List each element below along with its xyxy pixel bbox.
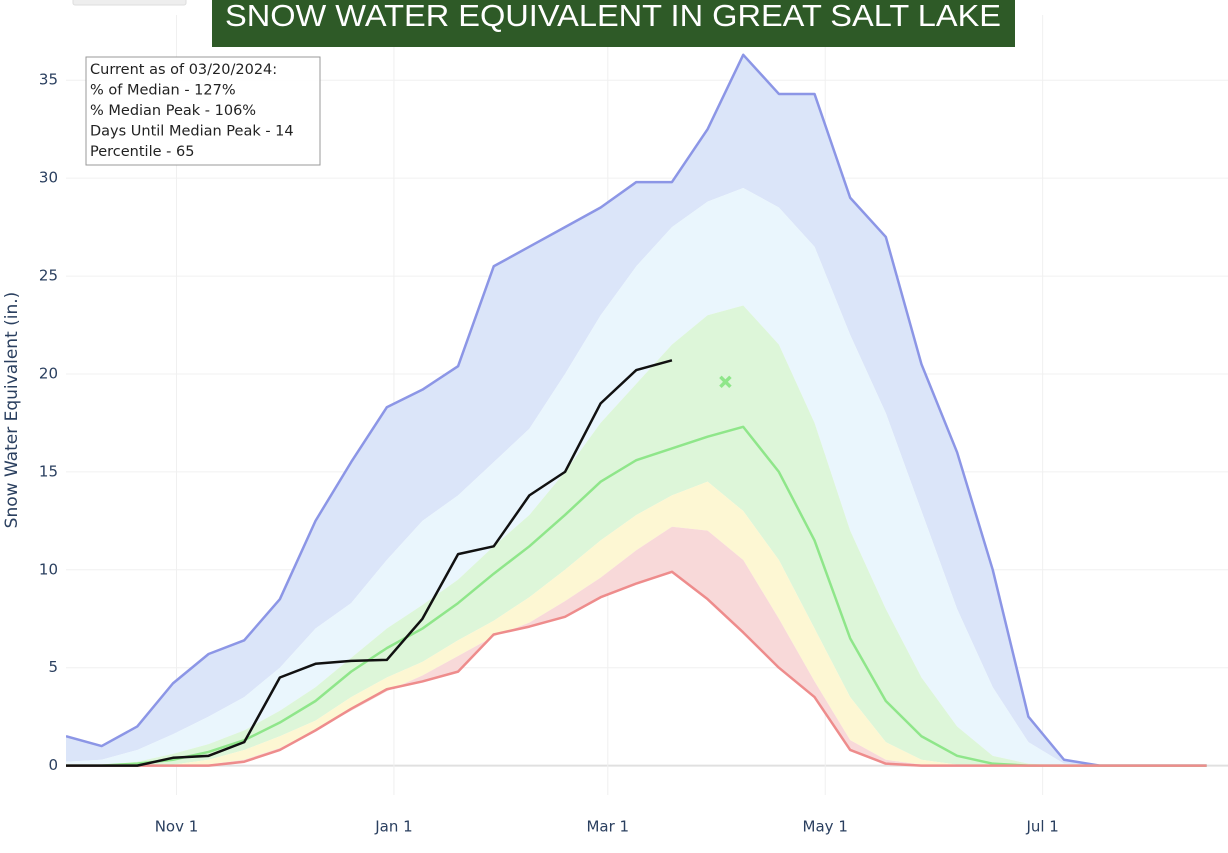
y-tick-label: 5 (48, 658, 58, 676)
x-tick-label: Jan 1 (374, 818, 412, 836)
annotation-line: Days Until Median Peak - 14 (90, 124, 294, 140)
y-tick-label: 35 (39, 71, 58, 89)
band-area (66, 481, 1207, 766)
plot-area (66, 53, 1207, 767)
series-line (66, 359, 673, 767)
series-line (66, 570, 1207, 767)
y-tick-label: 30 (39, 169, 58, 187)
annotation-line: Current as of 03/20/2024: (90, 62, 277, 78)
x-tick-label: May 1 (803, 818, 848, 836)
x-tick-label: Mar 1 (586, 818, 629, 836)
x-tick-label: Nov 1 (155, 818, 199, 836)
x-tick-label: Jul 1 (1025, 818, 1058, 836)
chart-title: SNOW WATER EQUIVALENT IN GREAT SALT LAKE (225, 0, 1001, 33)
band-area (66, 187, 1207, 766)
y-tick-label: 20 (39, 364, 58, 382)
annotation-box (85, 56, 321, 166)
y-tick-label: 15 (39, 462, 58, 480)
y-tick-label: 10 (39, 560, 58, 578)
title-banner (212, 0, 1015, 47)
axes: 0 5 10 15 20 25 30 35 Nov 1 Jan 1 Mar 1 May 1 Jul 1 (39, 71, 1059, 836)
annotation-line: % Median Peak - 106% (90, 103, 256, 119)
y-tick-label: 0 (48, 756, 58, 774)
menu-button[interactable] (72, 0, 187, 6)
band-area (66, 305, 1207, 766)
band-area (66, 54, 1207, 766)
annotation: Current as of 03/20/2024: % of Median - 1… (90, 62, 294, 160)
y-tick-label: 25 (39, 267, 58, 285)
band-area (66, 526, 1207, 766)
annotation-line: % of Median - 127% (90, 83, 236, 99)
band-area (66, 426, 1207, 766)
y-axis-label: Snow Water Equivalent (in.) (2, 292, 22, 529)
annotation-line: Percentile - 65 (90, 144, 194, 160)
median-peak-marker (719, 375, 732, 389)
series-line (66, 53, 1207, 767)
